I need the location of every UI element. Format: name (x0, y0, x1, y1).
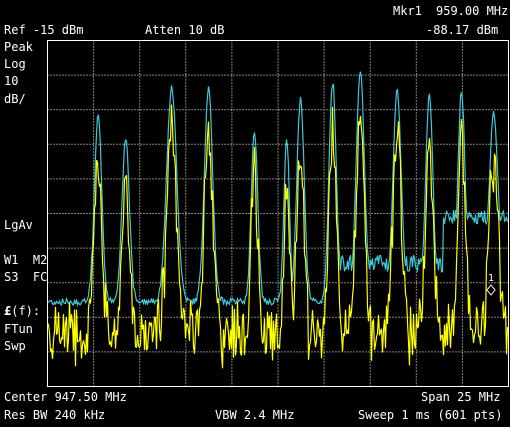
trace-status-row1: W1 M2 (4, 253, 48, 267)
trace-status-row2: S3 FC (4, 270, 48, 284)
marker-label: Mkr1 (393, 4, 422, 18)
marker-number: 1 (488, 273, 494, 284)
sweep-time[interactable]: Sweep 1 ms (601 pts) (358, 408, 503, 422)
scale-type-label: Log (4, 57, 26, 71)
frequency-function-label: £(f): (4, 304, 40, 318)
scale-unit-label: dB/ (4, 92, 26, 106)
pound-icon: £ (4, 304, 12, 318)
tune-label: FTun (4, 322, 33, 336)
resolution-bandwidth[interactable]: Res BW 240 kHz (4, 408, 106, 422)
scale-value-label: 10 (4, 74, 19, 88)
marker-1[interactable]: 1 (486, 273, 496, 296)
average-trace (46, 104, 509, 369)
frequency-function-text: (f): (11, 304, 41, 318)
average-type-label: LgAv (4, 218, 33, 232)
marker-frequency: 959.00 MHz (436, 4, 509, 18)
sweep-mode-label: Swp (4, 339, 26, 353)
marker-amplitude: -88.17 dBm (426, 23, 499, 37)
reference-level[interactable]: Ref -15 dBm (4, 23, 84, 37)
video-bandwidth[interactable]: VBW 2.4 MHz (215, 408, 295, 422)
marker-diamond-icon (486, 284, 496, 296)
attenuation[interactable]: Atten 10 dB (145, 23, 225, 37)
max-hold-trace (47, 71, 509, 308)
span[interactable]: Span 25 MHz (421, 390, 501, 404)
detector-label: Peak (4, 40, 33, 54)
center-frequency[interactable]: Center 947.50 MHz (4, 390, 127, 404)
